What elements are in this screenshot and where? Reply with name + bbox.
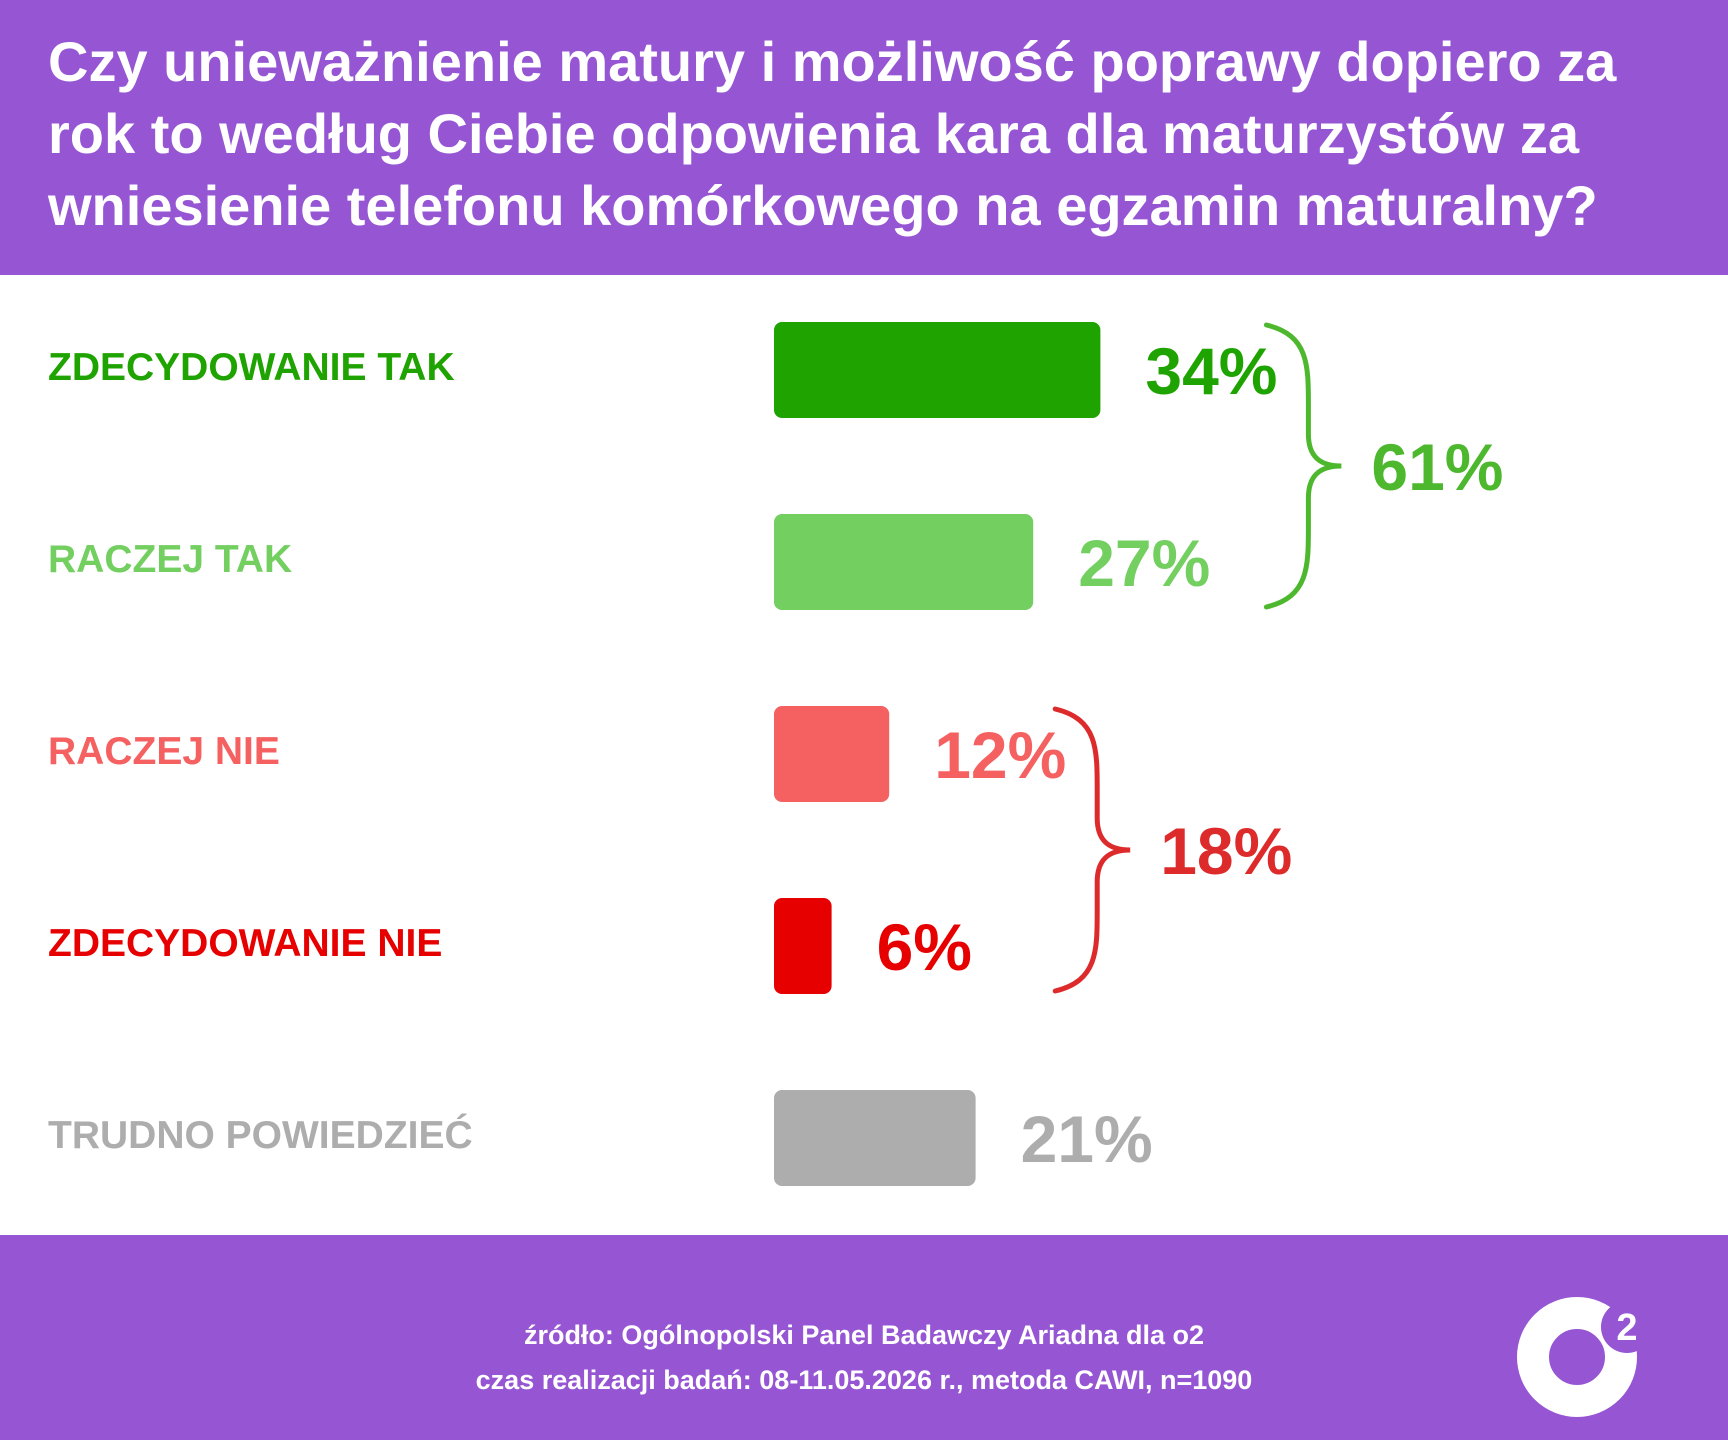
header: Czy unieważnienie matury i możliwość pop… <box>0 0 1728 275</box>
group-total-label: 61% <box>1371 430 1503 504</box>
chart-title: Czy unieważnienie matury i możliwość pop… <box>48 30 1617 237</box>
bar <box>774 1090 976 1186</box>
source-line: źródło: Ogólnopolski Panel Badawczy Aria… <box>523 1320 1205 1350</box>
value-label: 6% <box>877 910 972 984</box>
category-label: RACZEJ TAK <box>48 538 293 581</box>
logo-superscript: 2 <box>1616 1307 1637 1349</box>
group-brace <box>1263 322 1342 610</box>
category-label: TRUDNO POWIEDZIEĆ <box>48 1114 473 1157</box>
survey-details-line: czas realizacji badań: 08-11.05.2026 r.,… <box>475 1365 1253 1395</box>
bar <box>774 322 1101 418</box>
category-label: ZDECYDOWANIE NIE <box>48 922 443 965</box>
group-brace <box>1052 706 1131 994</box>
group-total-label: 18% <box>1160 814 1292 888</box>
bar <box>774 514 1034 610</box>
value-label: 34% <box>1145 334 1277 408</box>
bar <box>774 898 832 994</box>
value-label: 21% <box>1021 1102 1153 1176</box>
category-label: ZDECYDOWANIE TAK <box>48 346 455 389</box>
bar <box>774 706 890 802</box>
category-label: RACZEJ NIE <box>48 730 280 773</box>
footer: źródło: Ogólnopolski Panel Badawczy Aria… <box>0 1235 1728 1440</box>
value-label: 27% <box>1078 526 1210 600</box>
o2-logo: 2 <box>1517 1297 1653 1417</box>
value-label: 12% <box>934 718 1066 792</box>
bar-chart: 34% 27% 12% 6% 21% 61% 18% <box>774 322 1504 1186</box>
